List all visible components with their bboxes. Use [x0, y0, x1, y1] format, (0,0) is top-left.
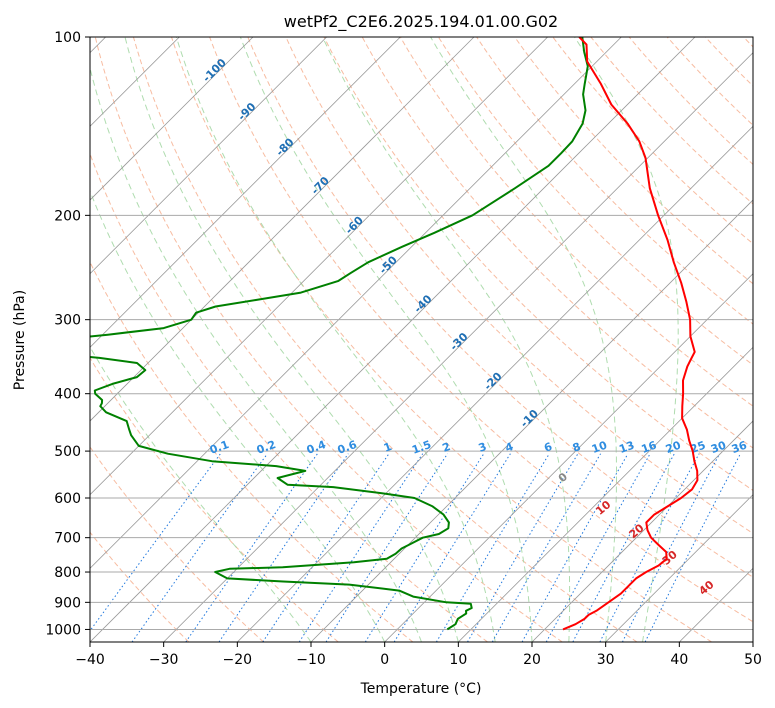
isotherm-line — [384, 273, 753, 642]
y-tick-label: 100 — [54, 30, 81, 46]
mixing-ratio-label: 36 — [730, 439, 749, 457]
chart-title: wetPf2_C2E6.2025.194.01.00.G02 — [284, 12, 558, 32]
moist-adiabat — [322, 37, 571, 642]
dry-adiabat — [437, 37, 753, 366]
mixing-ratio-label: 10 — [590, 439, 609, 457]
mixing-ratio-label: 13 — [617, 439, 636, 456]
mixing-ratio-line — [599, 453, 700, 642]
isotherm-line — [310, 199, 753, 642]
isotherm-line — [90, 37, 548, 496]
mixing-ratio-line — [298, 453, 424, 642]
mixing-ratio-line — [467, 453, 579, 642]
mixing-ratio-label: 1.5 — [410, 438, 433, 457]
dry-adiabat — [323, 37, 753, 491]
mixing-ratio-label: 3 — [477, 440, 489, 455]
dry-adiabat — [285, 37, 753, 535]
isotherm-line — [458, 346, 753, 642]
mixing-ratio-label: 16 — [640, 439, 659, 457]
moist-adiabat — [574, 37, 679, 642]
mixing-ratio-label: 2 — [441, 440, 453, 455]
x-tick-label: 10 — [449, 652, 467, 668]
y-axis-title: Pressure (hPa) — [12, 290, 28, 390]
x-tick-label: −30 — [149, 652, 179, 668]
dry-adiabat — [209, 37, 753, 623]
isotherm-line — [90, 37, 696, 642]
moist-adiabat — [90, 189, 386, 642]
mixing-ratio-label: 20 — [664, 439, 683, 457]
y-tick-label: 900 — [54, 595, 81, 611]
mixing-ratio-label: 0.4 — [305, 438, 328, 457]
isotherm-line — [237, 125, 753, 642]
mixing-ratio-label: 8 — [571, 440, 583, 455]
x-tick-label: −10 — [296, 652, 326, 668]
moist-adiabat — [430, 37, 617, 642]
y-tick-label: 200 — [54, 208, 81, 224]
y-tick-label: 800 — [54, 565, 81, 581]
grid-layer — [90, 37, 753, 642]
isotherm-line — [605, 494, 753, 642]
temperature-profile — [562, 37, 699, 631]
x-tick-label: 30 — [597, 652, 615, 668]
x-axis-title: Temperature (°C) — [360, 681, 482, 697]
profiles — [90, 37, 699, 631]
y-tick-label: 300 — [54, 313, 81, 329]
x-axis: −40 −30 −20 −10 0 10 20 30 40 50 — [75, 642, 762, 668]
mixing-ratio-line — [218, 453, 349, 642]
x-tick-label: 50 — [744, 652, 762, 668]
dry-adiabat — [171, 37, 712, 642]
isotherm-line — [90, 37, 401, 348]
isotherm-line — [90, 37, 622, 569]
mixing-ratio-line — [90, 453, 221, 632]
mixing-ratio-label: 1 — [382, 440, 394, 455]
isotherm-line — [531, 420, 753, 642]
isotherm-line — [90, 37, 475, 422]
dry-adiabat — [90, 531, 190, 642]
mixing-ratio-label: 0.1 — [208, 438, 231, 457]
mixing-ratio-line — [131, 453, 268, 642]
x-tick-label: 20 — [523, 652, 541, 668]
dry-adiabat — [247, 37, 753, 578]
mixing-ratio-label: 4 — [503, 440, 515, 455]
dry-adiabat — [90, 446, 264, 642]
isotherm-line — [163, 52, 753, 642]
mixing-ratio-label: 0.6 — [336, 438, 359, 457]
isotherm-line — [90, 37, 254, 201]
dry-adiabat — [514, 37, 753, 285]
y-tick-label: 1000 — [45, 622, 81, 638]
x-tick-label: 40 — [670, 652, 688, 668]
dry-adiabat — [361, 37, 753, 449]
moist-adiabat — [124, 37, 459, 642]
isotherm-line — [90, 37, 327, 275]
y-tick-label: 600 — [54, 491, 81, 507]
dry-adiabat — [399, 37, 753, 407]
dry-adiabat — [94, 37, 563, 642]
plot-frame — [89, 36, 754, 643]
mixing-ratio-line — [521, 453, 629, 642]
mixing-ratio-line — [325, 453, 449, 642]
mixing-ratio-label: 6 — [542, 440, 554, 455]
dry-adiabat — [132, 37, 638, 642]
y-tick-label: 400 — [54, 387, 81, 403]
moist-adiabat — [175, 37, 496, 642]
dewpoint-profile — [90, 37, 589, 631]
moist-adiabat — [239, 37, 533, 642]
x-tick-label: −20 — [223, 652, 253, 668]
mixing-ratio-label: 30 — [709, 439, 728, 457]
dry-adiabat — [90, 356, 339, 642]
mixing-ratio-label: 0.2 — [255, 438, 278, 457]
mixing-ratio-line — [572, 453, 675, 642]
x-tick-label: 0 — [380, 652, 389, 668]
y-tick-label: 700 — [54, 531, 81, 547]
mixing-ratio-line — [185, 453, 318, 642]
y-axis: 100 200 300 400 500 600 700 800 900 1000 — [45, 30, 90, 638]
x-tick-label: −40 — [75, 652, 105, 668]
y-tick-label: 500 — [54, 444, 81, 460]
